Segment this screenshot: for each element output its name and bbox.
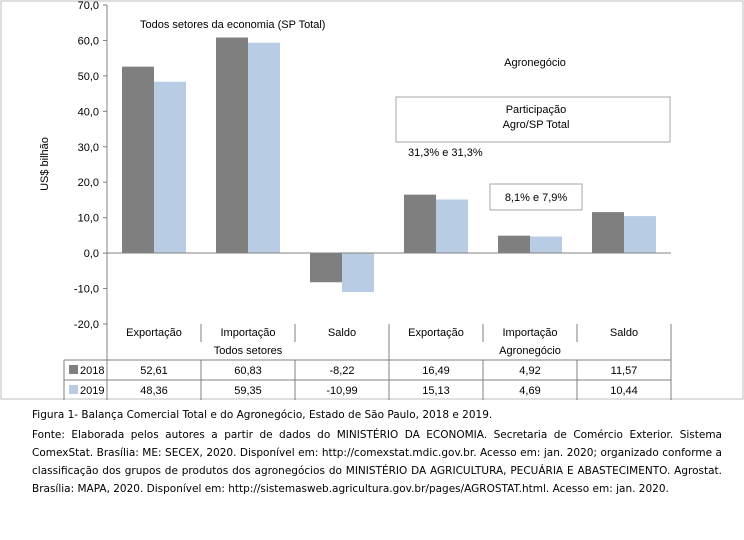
participation-box	[395, 96, 671, 143]
y-ticks: -20,0 -10,0 0,0 10,0 20,0 30,0 40,0 50,0 60,0 70,…	[74, 0, 107, 331]
bar-2018-2	[310, 253, 342, 283]
x-category-label: Importação	[220, 327, 275, 339]
y-tick-label: 50,0	[78, 71, 99, 83]
y-tick-label: 0,0	[84, 248, 99, 260]
data-label-2019-5: 10,44	[610, 385, 638, 397]
bar-2019-4	[530, 236, 562, 254]
y-tick-label: 40,0	[78, 106, 99, 118]
data-label-2018-2: -8,22	[329, 365, 354, 377]
x-group-label: Agronegócio	[499, 345, 561, 357]
data-label-2019-3: 15,13	[422, 385, 450, 397]
bar-2018-0	[122, 66, 154, 254]
y-tick-label: 10,0	[78, 213, 99, 225]
data-label-2019-2: -10,99	[326, 385, 357, 397]
source-caption: Fonte: Elaborada pelos autores a partir …	[32, 429, 722, 495]
bar-2019-1	[248, 42, 280, 254]
bars-layer	[122, 37, 656, 293]
bar-2018-4	[498, 235, 530, 254]
bar-2018-1	[216, 37, 248, 254]
bar-2019-5	[624, 216, 656, 254]
bar-2018-3	[404, 194, 436, 254]
annotation-agro-title: Agronegócio	[504, 57, 566, 69]
legend-swatch-2019	[69, 385, 78, 394]
x-group-label: Todos setores	[214, 345, 283, 357]
x-category-label: Exportação	[408, 327, 464, 339]
x-category-label: Saldo	[328, 327, 356, 339]
bar-2019-0	[154, 81, 186, 254]
bar-2019-2	[342, 253, 374, 293]
x-category-label: Saldo	[610, 327, 638, 339]
data-label-2018-0: 52,61	[140, 365, 168, 377]
legend-swatch-2018	[69, 365, 78, 374]
plot-border	[0, 0, 744, 400]
legend-label-2018: 2018	[80, 365, 104, 377]
y-tick-label: -10,0	[74, 284, 99, 296]
participation-import-label: 8,1% e 7,9%	[505, 192, 568, 204]
bar-2019-3	[436, 199, 468, 254]
y-tick-label: -20,0	[74, 319, 99, 331]
bar-2018-5	[592, 212, 624, 254]
data-label-2018-4: 4,92	[519, 365, 540, 377]
bar-chart: -20,0 -10,0 0,0 10,0 20,0 30,0 40,0 50,0 60,0 70,…	[0, 0, 744, 400]
data-label-2018-5: 11,57	[611, 365, 638, 377]
participation-title-line1: Participação	[506, 104, 567, 116]
data-table: Exportação Importação Saldo Exportação Impor…	[63, 324, 672, 400]
data-label-2018-1: 60,83	[234, 365, 262, 377]
participation-import-box	[489, 183, 583, 211]
data-label-2018-3: 16,49	[422, 365, 450, 377]
y-tick-label: 20,0	[78, 177, 99, 189]
y-axis-label: US$ bilhão	[39, 137, 51, 191]
y-tick-label: 70,0	[78, 0, 99, 12]
figure-caption: Figura 1- Balança Comercial Total e do A…	[32, 409, 493, 421]
participation-title-line2: Agro/SP Total	[503, 119, 570, 131]
participation-export-label: 31,3% e 31,3%	[408, 147, 483, 159]
data-label-2019-1: 59,35	[234, 385, 262, 397]
data-label-2019-0: 48,36	[140, 385, 168, 397]
data-label-2019-4: 4,69	[519, 385, 540, 397]
x-category-label: Exportação	[126, 327, 182, 339]
y-tick-label: 60,0	[78, 35, 99, 47]
annotation-total-title: Todos setores da economia (SP Total)	[140, 19, 325, 31]
legend-label-2019: 2019	[80, 385, 104, 397]
y-tick-label: 30,0	[78, 142, 99, 154]
x-category-label: Importação	[502, 327, 557, 339]
